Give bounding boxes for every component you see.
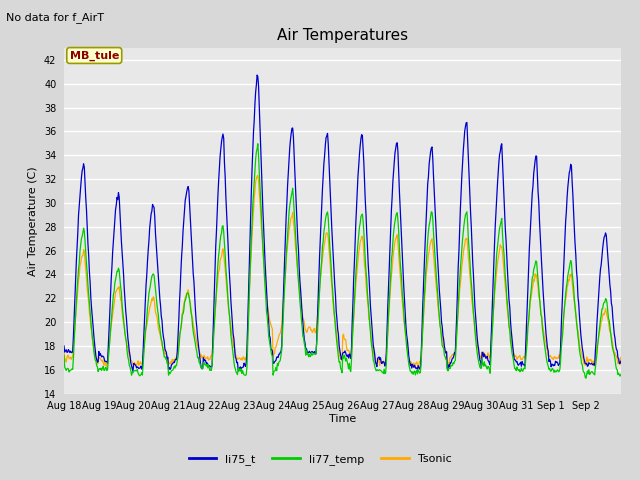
Text: No data for f_AirT: No data for f_AirT <box>6 12 104 23</box>
Text: MB_tule: MB_tule <box>70 50 119 60</box>
Y-axis label: Air Temperature (C): Air Temperature (C) <box>28 166 38 276</box>
Title: Air Temperatures: Air Temperatures <box>277 28 408 43</box>
X-axis label: Time: Time <box>329 414 356 424</box>
Legend: li75_t, li77_temp, Tsonic: li75_t, li77_temp, Tsonic <box>184 450 456 469</box>
